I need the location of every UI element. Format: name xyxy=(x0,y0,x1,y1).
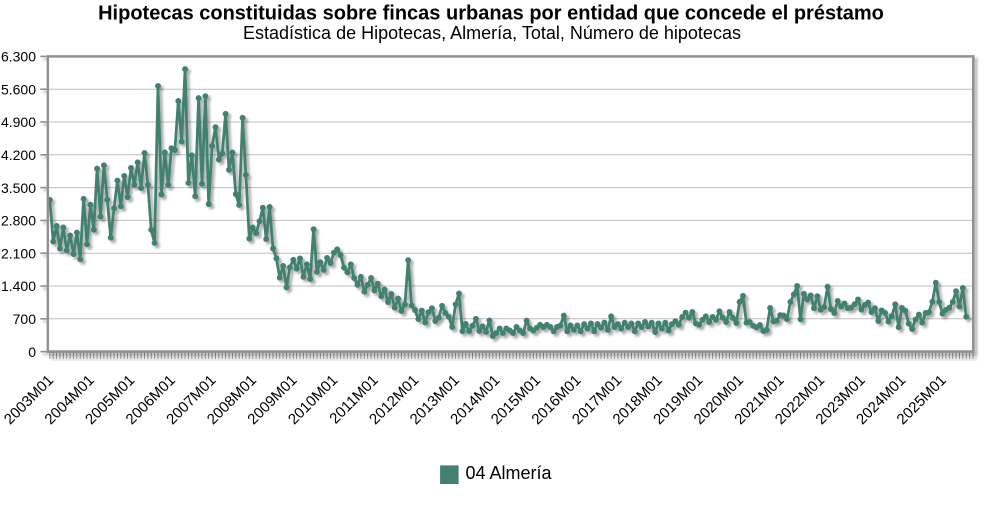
svg-text:2.100: 2.100 xyxy=(1,245,36,261)
svg-text:2.800: 2.800 xyxy=(1,213,36,229)
svg-text:4.900: 4.900 xyxy=(1,114,36,130)
svg-text:6.300: 6.300 xyxy=(1,49,36,65)
svg-text:Estadística de Hipotecas, Alme: Estadística de Hipotecas, Almería, Total… xyxy=(243,23,741,43)
svg-text:5.600: 5.600 xyxy=(1,81,36,97)
svg-text:04 Almería: 04 Almería xyxy=(466,463,553,483)
svg-text:0: 0 xyxy=(28,344,36,360)
svg-text:4.200: 4.200 xyxy=(1,147,36,163)
svg-text:700: 700 xyxy=(13,311,37,327)
svg-text:1.400: 1.400 xyxy=(1,278,36,294)
svg-text:3.500: 3.500 xyxy=(1,180,36,196)
svg-text:Hipotecas constituidas sobre f: Hipotecas constituidas sobre fincas urba… xyxy=(98,3,884,25)
